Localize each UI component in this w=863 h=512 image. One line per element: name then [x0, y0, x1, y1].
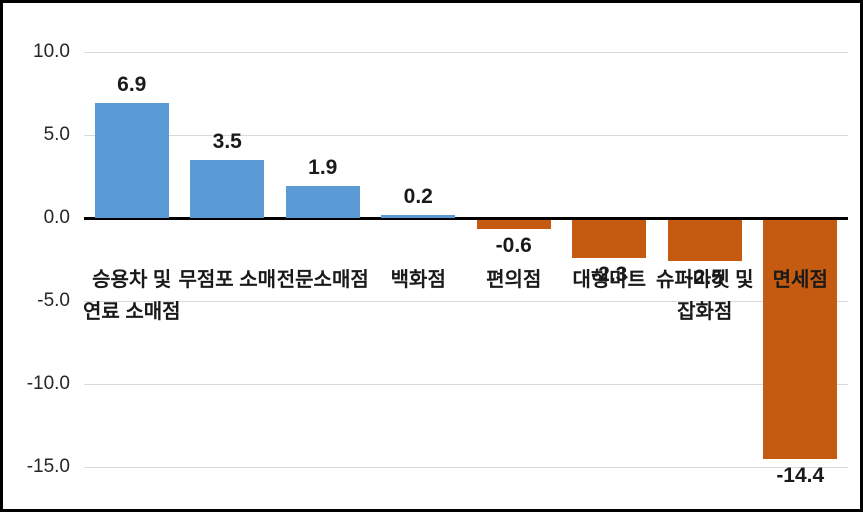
data-label: -0.6 — [495, 234, 532, 258]
category-label: 슈퍼마켓 및 — [655, 269, 754, 291]
category-label: 면세점 — [772, 269, 828, 291]
gridline — [84, 135, 848, 136]
gridline — [84, 384, 848, 385]
bar-3 — [381, 214, 456, 218]
bar-7 — [763, 219, 838, 459]
y-axis-tick-label: -5.0 — [37, 290, 70, 311]
data-label: -2.3 — [591, 262, 628, 286]
category-label: 전문소매점 — [276, 269, 369, 291]
gridline — [84, 52, 848, 53]
x-axis-line — [84, 216, 848, 220]
bar-4 — [476, 219, 551, 230]
data-label: -2.5 — [686, 266, 723, 289]
bar-2 — [285, 186, 360, 218]
gridline — [84, 467, 848, 468]
bar-1 — [190, 159, 265, 218]
category-label: 연료 소매점 — [82, 301, 181, 323]
y-axis-tick-label: 5.0 — [43, 124, 70, 145]
category-label: 무점포 소매 — [178, 269, 277, 291]
bar-0 — [94, 103, 169, 218]
data-label: 1.9 — [308, 156, 338, 180]
category-label: 대형마트 — [572, 269, 647, 291]
category-label: 편의점 — [486, 269, 542, 291]
data-label: 0.2 — [403, 184, 433, 208]
y-axis-tick-label: 10.0 — [33, 41, 70, 62]
data-label: 6.9 — [117, 73, 147, 97]
gridline — [84, 301, 848, 302]
y-axis-tick-label: -15.0 — [26, 456, 70, 477]
category-label: 잡화점 — [677, 301, 733, 323]
bar-6 — [667, 219, 742, 261]
category-label: 승용차 및 — [92, 269, 172, 291]
y-axis-tick-label: -10.0 — [26, 373, 70, 394]
data-label: -14.4 — [776, 463, 825, 487]
category-label: 백화점 — [390, 269, 446, 291]
bar-5 — [572, 219, 647, 258]
y-axis-tick-label: 0.0 — [43, 207, 70, 228]
data-label: 3.5 — [212, 129, 242, 153]
